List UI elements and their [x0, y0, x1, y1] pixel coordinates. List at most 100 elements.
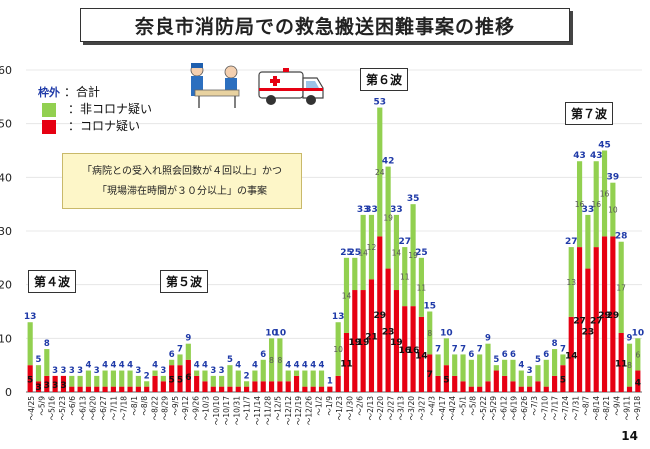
bar-non-covid: [535, 365, 541, 382]
total-data-label: 4: [119, 361, 125, 371]
x-tick-label: ～11/7: [243, 396, 252, 421]
covid-data-label: 27: [590, 317, 603, 327]
y-tick-label: 50: [0, 118, 12, 131]
total-data-label: 9: [185, 334, 191, 344]
total-data-label: 4: [319, 361, 325, 371]
x-tick-label: ～2/13: [366, 396, 375, 421]
covid-data-label: 6: [185, 373, 191, 383]
bar-covid: [385, 268, 391, 392]
bar-non-covid: [552, 349, 558, 376]
total-data-label: 35: [407, 194, 420, 204]
wave-label-6: 第６波: [360, 68, 409, 91]
total-data-label: 3: [219, 366, 225, 376]
criteria-line-1: 「病院との受入れ照会回数が４回以上」かつ: [82, 166, 282, 177]
bar-covid: [418, 316, 424, 392]
total-data-label: 45: [598, 141, 611, 151]
total-data-label: 4: [127, 361, 133, 371]
covid-data-label: 29: [607, 311, 620, 321]
x-tick-label: ～3/20: [407, 396, 416, 421]
bar-non-covid: [352, 257, 358, 291]
total-data-label: 3: [135, 366, 141, 376]
total-data-label: 15: [423, 302, 436, 312]
wave-label-7: 第７波: [565, 102, 614, 125]
bar-non-covid: [402, 247, 408, 307]
total-data-label: 3: [52, 366, 58, 376]
bar-covid: [435, 375, 441, 392]
bar-non-covid: [293, 370, 300, 376]
criteria-note: 「病院との受入れ照会回数が４回以上」かつ 「現場滞在時間が３０分以上」の事案: [62, 153, 302, 209]
total-data-label: 9: [485, 334, 491, 344]
bar-non-covid: [543, 359, 549, 387]
covid-data-label: 19: [349, 338, 362, 348]
x-tick-label: ～5/29: [489, 396, 498, 421]
bar-non-covid: [485, 343, 491, 382]
covid-data-label: 16: [398, 346, 411, 356]
bar-covid: [277, 381, 283, 392]
bar-covid: [601, 236, 608, 392]
bar-non-covid: [268, 338, 275, 382]
x-tick-label: ～6/13: [78, 396, 87, 421]
total-data-label: 10: [632, 328, 645, 338]
bar-non-covid: [368, 214, 375, 280]
x-tick-label: ～10/17: [222, 396, 231, 425]
covid-data-label: 5: [177, 376, 183, 386]
x-tick-label: ～12/12: [284, 396, 293, 425]
bar-covid: [626, 386, 633, 392]
bar-non-covid: [210, 375, 216, 387]
x-tick-label: ～2/6: [356, 396, 365, 416]
bar-covid: [160, 381, 166, 392]
x-tick-label: ～7/10: [540, 396, 549, 421]
bar-non-covid: [618, 241, 624, 333]
bar-covid: [210, 386, 216, 392]
bar-non-covid: [335, 322, 341, 376]
non-covid-data-label: 16: [591, 200, 601, 209]
bar-non-covid: [601, 150, 608, 237]
x-tick-label: ～5/1: [458, 396, 467, 416]
total-data-label: 4: [194, 361, 200, 371]
total-data-label: 4: [310, 361, 316, 371]
x-tick-label: ～9/11: [623, 396, 632, 421]
total-data-label: 3: [94, 366, 100, 376]
x-tick-label: ～9/5: [171, 396, 180, 416]
bar-non-covid: [144, 381, 150, 387]
total-data-label: 25: [415, 248, 428, 258]
bar-covid: [527, 386, 533, 392]
bar-non-covid: [518, 370, 524, 387]
total-data-label: 3: [69, 366, 75, 376]
bar-covid: [94, 386, 100, 392]
bar-non-covid: [27, 322, 33, 366]
legend-total-label: ：合計: [64, 85, 101, 99]
bar-non-covid: [385, 166, 391, 269]
x-tick-label: ～11/14: [253, 396, 262, 425]
x-tick-label: ～6/6: [68, 396, 77, 416]
bar-covid: [169, 365, 175, 392]
total-data-label: 4: [102, 361, 108, 371]
x-tick-label: ～10/3: [202, 396, 211, 421]
x-tick-label: ～6/20: [89, 396, 98, 421]
total-data-label: 39: [607, 173, 620, 183]
covid-data-label: 21: [365, 333, 378, 343]
bar-non-covid: [393, 214, 400, 291]
non-covid-data-label: 14: [392, 248, 402, 257]
x-tick-label: ～12/26: [304, 396, 313, 425]
bar-non-covid: [94, 375, 100, 387]
bar-covid: [152, 375, 158, 392]
total-data-label: 7: [177, 344, 183, 354]
page-number: 14: [621, 429, 638, 443]
total-data-label: 27: [398, 237, 411, 247]
bar-covid: [360, 290, 366, 392]
covid-data-label: 23: [582, 327, 595, 337]
x-tick-label: ～8/29: [161, 396, 170, 421]
covid-data-label: 5: [169, 376, 175, 386]
x-tick-label: ～10/10: [212, 396, 221, 425]
bar-covid: [468, 386, 474, 392]
x-tick-label: ～5/16: [48, 396, 57, 421]
bar-non-covid: [460, 354, 466, 382]
x-tick-label: ～4/3: [428, 396, 437, 416]
covid-data-label: 4: [635, 378, 641, 388]
bar-covid: [477, 386, 483, 392]
total-data-label: 4: [152, 361, 158, 371]
bar-non-covid: [227, 365, 233, 387]
x-tick-label: ～1/9: [325, 396, 334, 416]
bar-non-covid: [610, 182, 616, 237]
